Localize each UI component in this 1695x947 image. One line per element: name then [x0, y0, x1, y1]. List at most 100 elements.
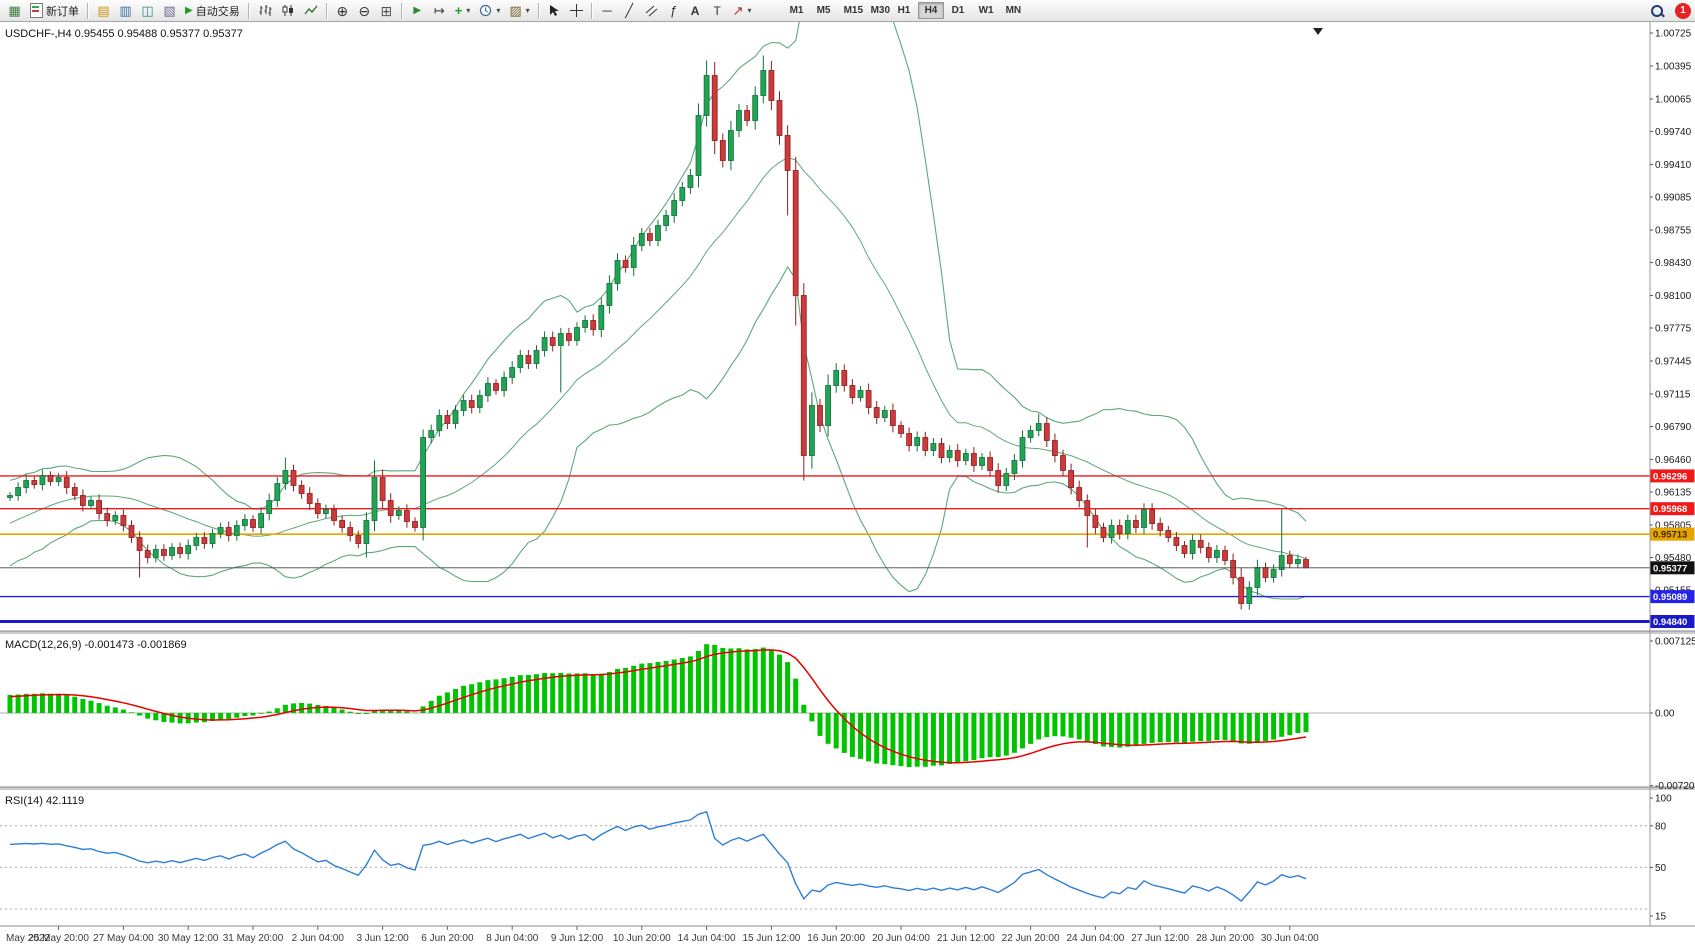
trendline-tool-icon: ╱ [625, 3, 634, 18]
macd-histogram-bar [1222, 713, 1228, 741]
timeframe-h4-button[interactable]: H4 [917, 2, 944, 19]
macd-histogram-bar [501, 678, 507, 713]
timeframe-w1-button[interactable]: W1 [972, 2, 998, 19]
candle-body [541, 337, 548, 351]
macd-histogram-bar [177, 713, 183, 724]
candle-body [177, 547, 184, 554]
candlestick-chart-button[interactable] [277, 1, 299, 20]
panel-separator[interactable] [0, 631, 1695, 634]
candle-body [371, 477, 378, 521]
macd-histogram-bar [841, 713, 847, 753]
time-axis-label: 2 Jun 04:00 [292, 933, 345, 944]
candle-body [809, 405, 815, 456]
candle-body [104, 513, 111, 521]
timeframe-m1-button[interactable]: M1 [783, 2, 809, 19]
auto-scroll-button[interactable]: ▶ [407, 1, 428, 20]
macd-histogram-bar [550, 673, 556, 713]
candle-body [403, 510, 410, 522]
candle-body [282, 470, 289, 484]
macd-histogram-bar [137, 713, 143, 716]
new-chart-button[interactable]: ▦ [4, 1, 25, 20]
text-tool-button[interactable]: A [685, 1, 706, 20]
macd-histogram-bar [339, 709, 345, 713]
panel-separator[interactable] [0, 787, 1695, 790]
templates-button[interactable]: ▨ ▾ [505, 1, 533, 20]
macd-histogram-bar [566, 673, 572, 713]
auto-trading-button[interactable]: ▶ 自动交易 [181, 1, 244, 20]
candle-body [606, 283, 613, 306]
macd-histogram-bar [453, 689, 458, 713]
macd-histogram-bar [582, 673, 588, 713]
candle-body [1108, 525, 1115, 538]
auto-scroll-icon: ▶ [413, 4, 422, 16]
tile-windows-button[interactable]: ⊞ [376, 1, 397, 20]
macd-histogram-bar [56, 693, 62, 713]
macd-histogram-bar [509, 676, 515, 713]
macd-histogram-bar [679, 658, 685, 713]
macd-histogram-bar [218, 713, 224, 720]
macd-histogram-bar [760, 647, 766, 713]
arrow-tools-button[interactable]: ↗ ▾ [729, 1, 756, 20]
timeframe-m15-button[interactable]: M15 [837, 2, 863, 19]
candle-body [298, 485, 305, 494]
text-label-tool-button[interactable]: T [707, 1, 728, 20]
timeframe-h1-button[interactable]: H1 [891, 2, 917, 19]
macd-histogram-bar [655, 662, 661, 713]
market-watch-icon: ▥ [119, 3, 132, 18]
price-axis-label: 0.99085 [1655, 193, 1692, 204]
price-axis-label: 0.95480 [1655, 553, 1692, 564]
candle-body [322, 509, 329, 514]
market-watch-button[interactable]: ▥ [115, 1, 136, 20]
bar-chart-button[interactable] [254, 1, 276, 20]
line-chart-button[interactable] [300, 1, 322, 20]
macd-histogram-bar [258, 713, 264, 714]
chart-shift-button[interactable]: ↦ [429, 1, 450, 20]
macd-histogram-bar [323, 705, 329, 713]
cursor-button[interactable] [544, 1, 565, 20]
macd-histogram-bar [1190, 713, 1196, 742]
price-shift-marker[interactable] [1313, 28, 1323, 35]
candle-body [31, 480, 38, 485]
candle-body [1124, 520, 1131, 534]
candle-body [663, 215, 669, 226]
candle-body [1238, 577, 1245, 604]
candle-body [509, 367, 516, 378]
new-order-button[interactable]: 新订单 [26, 1, 83, 20]
chart-svg[interactable]: 1.00725 1.00395 1.00065 0.99740 0.99410 0.990… [0, 22, 1695, 947]
candlestick-chart-icon [282, 5, 293, 16]
fibonacci-tool-button[interactable]: ƒ [663, 1, 684, 20]
notification-badge[interactable]: 1 [1675, 2, 1691, 19]
candle-body [209, 533, 216, 544]
macd-histogram-bar [809, 713, 815, 722]
macd-histogram-bar [23, 693, 29, 713]
navigator-button[interactable]: ▧ [159, 1, 180, 20]
price-axis-label: 0.97445 [1655, 357, 1692, 368]
price-line-tag-label: 0.94840 [1653, 617, 1687, 628]
timeframe-d1-button[interactable]: D1 [945, 2, 971, 19]
candle-body [444, 415, 451, 424]
macd-histogram-bar [355, 713, 361, 714]
macd-histogram-bar [39, 693, 45, 713]
indicators-button[interactable]: + ▾ [451, 1, 475, 20]
data-window-button[interactable]: ◫ [137, 1, 158, 20]
zoom-out-button[interactable]: ⊖ [354, 1, 375, 20]
crosshair-button[interactable] [566, 1, 587, 20]
zoom-in-button[interactable]: ⊕ [332, 1, 353, 20]
macd-histogram-bar [1044, 713, 1050, 738]
macd-histogram-bar [363, 713, 369, 714]
timeframe-m5-button[interactable]: M5 [810, 2, 836, 19]
profiles-button[interactable]: ▤ [93, 1, 114, 20]
search-button[interactable] [1646, 1, 1668, 20]
periods-button[interactable]: ▾ [475, 1, 504, 20]
timeframe-m30-button[interactable]: M30 [864, 2, 890, 19]
trendline-tool-button[interactable]: ╱ [619, 1, 640, 20]
horizontal-line-tool-button[interactable]: ─ [597, 1, 618, 20]
timeframe-mn-button[interactable]: MN [999, 2, 1025, 19]
macd-histogram-bar [914, 713, 920, 767]
channel-tool-button[interactable] [641, 1, 662, 20]
candle-body [1303, 559, 1309, 569]
zoom-in-icon: ⊕ [336, 2, 349, 19]
macd-histogram-bar [96, 703, 102, 713]
candle-body [314, 503, 321, 514]
